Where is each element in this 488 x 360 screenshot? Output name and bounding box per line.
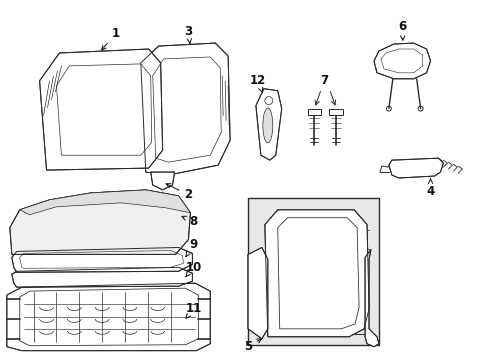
Text: 7: 7 [320,74,328,87]
Bar [247,198,378,345]
Polygon shape [10,190,190,255]
Ellipse shape [263,108,272,143]
Polygon shape [373,43,429,79]
Polygon shape [40,49,163,170]
Polygon shape [7,283,210,351]
Polygon shape [12,267,192,287]
Bar [328,109,343,114]
Text: 4: 4 [426,179,434,198]
Bar [307,109,321,114]
Text: 1: 1 [102,27,120,50]
Text: 12: 12 [249,74,265,93]
Text: 10: 10 [185,261,201,277]
Polygon shape [388,158,443,178]
Text: 5: 5 [244,339,261,353]
Text: 9: 9 [185,238,197,257]
Text: 6: 6 [398,20,406,40]
Polygon shape [365,249,378,347]
Polygon shape [141,43,230,175]
Text: 3: 3 [184,24,192,44]
Polygon shape [150,172,174,190]
Polygon shape [12,247,192,272]
Text: 8: 8 [182,215,197,228]
Polygon shape [20,190,190,215]
Text: 11: 11 [185,302,201,318]
Polygon shape [247,247,267,339]
Text: 2: 2 [166,184,192,201]
Bar [247,198,378,345]
Polygon shape [264,210,368,337]
Polygon shape [255,89,281,160]
